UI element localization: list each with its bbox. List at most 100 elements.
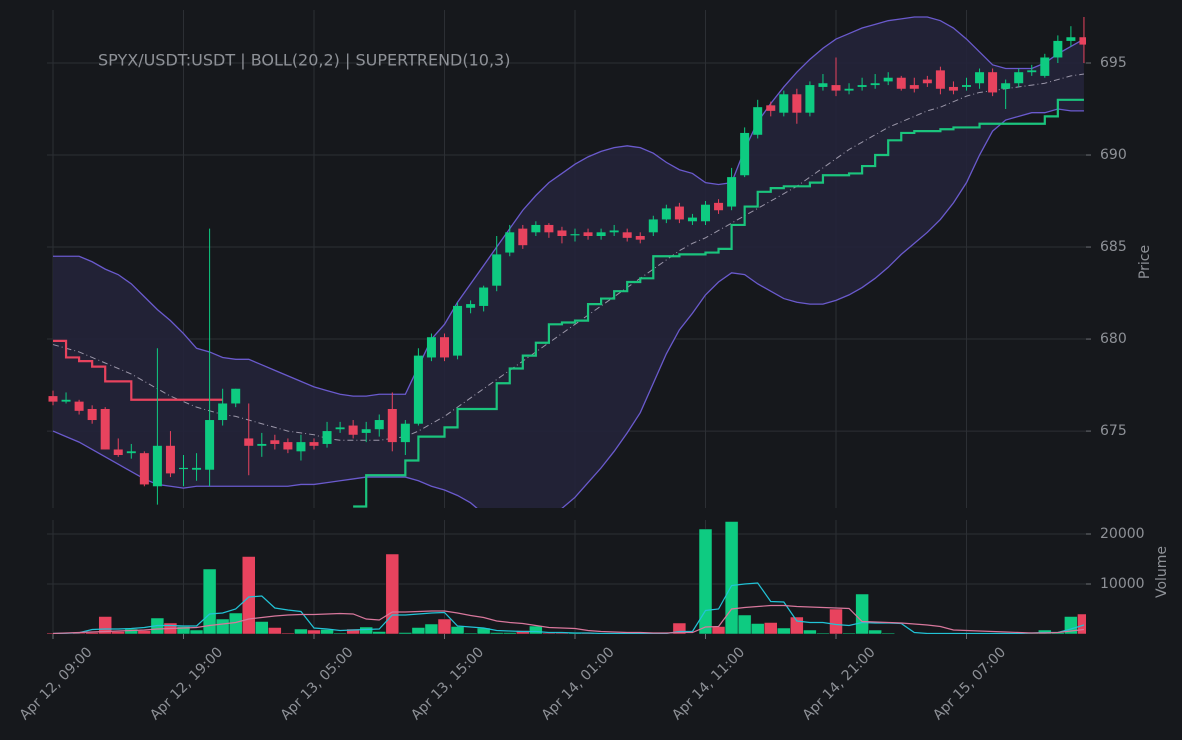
candle-body	[870, 83, 880, 86]
candle-body	[805, 85, 815, 113]
volume-ma	[52, 582, 1085, 634]
candle-body	[779, 94, 789, 113]
candle-body	[218, 403, 228, 421]
candle-body	[727, 177, 737, 207]
candle-body	[322, 431, 332, 444]
volume-bar	[803, 629, 817, 634]
candle-body	[831, 85, 841, 91]
candle-body	[948, 86, 958, 91]
candle-body	[922, 79, 932, 84]
candle-body	[48, 396, 58, 402]
candle-body	[766, 105, 776, 111]
candle-body	[440, 337, 449, 358]
candle-body	[413, 355, 423, 424]
candle-body	[1079, 37, 1086, 45]
volume-bar	[489, 632, 504, 634]
candle-body	[570, 234, 580, 236]
volume-bar	[242, 556, 256, 634]
candle-body	[975, 72, 985, 84]
candle-body	[583, 232, 593, 236]
candle-body	[609, 230, 619, 233]
candle-body	[844, 88, 854, 91]
volume-bar	[307, 629, 321, 634]
volume-bar	[255, 621, 269, 634]
volume-bar	[672, 622, 687, 634]
candle-body	[1014, 72, 1024, 84]
candle-body	[557, 230, 567, 236]
y-tick-label: 685	[1100, 239, 1127, 255]
candle-body	[596, 232, 606, 236]
volume-bar	[268, 627, 282, 634]
volume-bar	[724, 521, 739, 634]
candle-body	[896, 77, 906, 89]
candle-body	[87, 408, 97, 421]
volume-bar	[111, 631, 125, 634]
candle-body	[192, 467, 202, 470]
candle-body	[139, 453, 149, 485]
candle-body	[309, 442, 319, 446]
candle-body	[374, 420, 384, 430]
candle-body	[674, 206, 684, 220]
volume-bar	[281, 632, 295, 634]
candle-body	[387, 408, 397, 443]
volume-bar	[137, 630, 152, 634]
supertrend	[353, 98, 1084, 508]
volume-bar	[463, 632, 478, 634]
volume-bar	[1077, 613, 1086, 634]
volume-bar	[503, 632, 517, 634]
volume-bar	[385, 553, 400, 634]
candle-body	[701, 204, 710, 222]
volume-bar	[711, 626, 726, 634]
volume-bar	[372, 631, 386, 634]
volume-bar	[737, 614, 752, 634]
candle-body	[935, 70, 945, 89]
candle-body	[270, 440, 280, 444]
volume-bar	[294, 628, 308, 634]
y-tick-label: 680	[1100, 331, 1127, 347]
volume-bar	[855, 593, 869, 634]
volume-bar	[189, 629, 204, 634]
candle-body	[361, 429, 371, 433]
volume-bar	[868, 629, 882, 634]
volume-bar	[829, 608, 843, 634]
price-panel	[48, 16, 1086, 508]
candle-body	[231, 388, 241, 404]
volume-bar	[359, 626, 373, 634]
volume-axis-label: Volume	[1154, 546, 1170, 598]
candle-body	[113, 449, 123, 455]
volume-bar	[424, 623, 439, 634]
y-tick-label: 675	[1100, 423, 1127, 439]
bollinger-upper	[53, 16, 1085, 397]
volume-bar	[437, 618, 452, 634]
y-axis-label: Price	[1137, 245, 1153, 279]
volume-bar	[790, 616, 804, 634]
candle-body	[466, 304, 476, 308]
candle-body	[205, 420, 215, 470]
candle-body	[531, 224, 541, 233]
bollinger-band	[53, 16, 1084, 508]
volume-bar	[750, 623, 765, 634]
candle-body	[1053, 40, 1063, 58]
candle-body	[61, 399, 71, 402]
candle-body	[857, 85, 867, 87]
volume-bar	[842, 632, 856, 634]
candle-body	[818, 83, 828, 87]
volume-bar	[894, 633, 908, 634]
candle-body	[883, 77, 893, 82]
candle-body	[1001, 83, 1011, 89]
candle-body	[909, 85, 919, 89]
candle-body	[492, 254, 502, 286]
candle-body	[635, 235, 645, 240]
candle-body	[792, 94, 802, 113]
chart-title: SPYX/USDT:USDT | BOLL(20,2) | SUPERTREND…	[98, 51, 510, 70]
candle-body	[753, 107, 763, 135]
volume-bar	[764, 622, 778, 634]
bollinger-lower	[52, 108, 1084, 508]
candle-body	[1040, 57, 1050, 76]
candle-body	[988, 72, 998, 93]
volume-bar	[777, 627, 791, 634]
candle-body	[426, 337, 436, 358]
candle-body	[479, 287, 489, 306]
candle-body	[400, 423, 410, 443]
candle-body	[648, 219, 658, 233]
